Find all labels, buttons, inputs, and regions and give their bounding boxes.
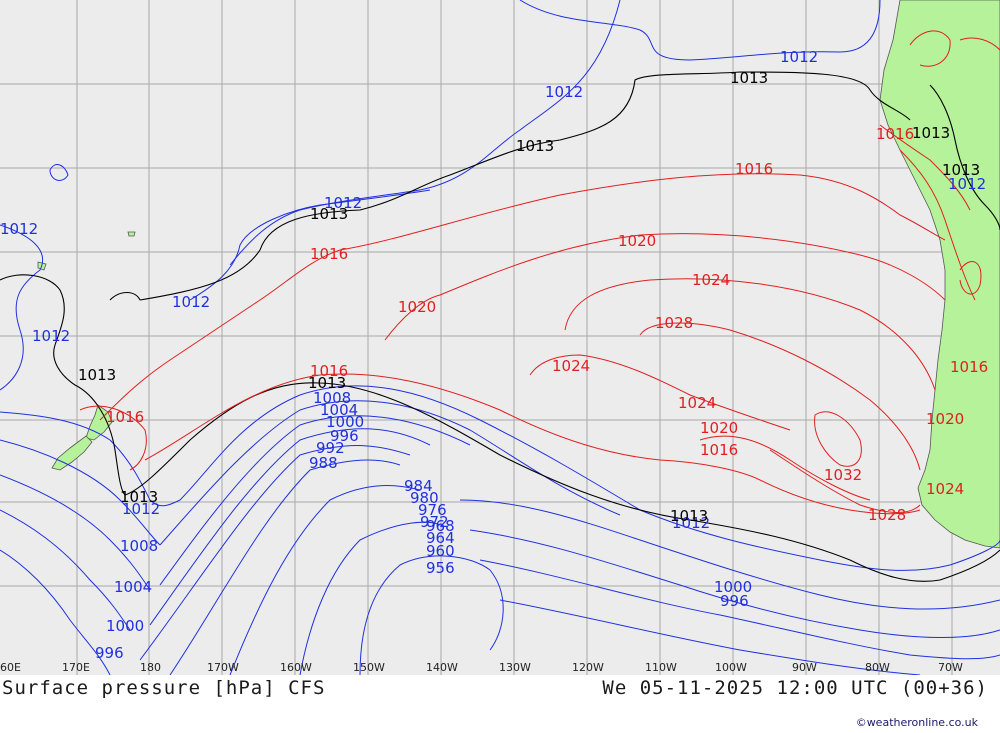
isobar-label: 1024 <box>678 394 716 412</box>
ocean-background <box>0 0 1000 675</box>
isobar-label: 992 <box>316 439 345 457</box>
isobar-label: 976 <box>418 501 447 519</box>
lon-label: 170W <box>207 661 239 674</box>
lon-label: 70W <box>938 661 963 674</box>
isobar-label: 1020 <box>926 410 964 428</box>
isobar-labels-red: 1016 1016 1016 1016 1020 1020 1024 1028 … <box>106 125 988 524</box>
forecast-datetime: We 05-11-2025 12:00 UTC (00+36) <box>602 677 988 699</box>
lon-label: 170E <box>62 661 90 674</box>
new-zealand-north-island <box>85 404 113 441</box>
isobar-label: 1016 <box>876 125 914 143</box>
isobar-label: 968 <box>426 517 455 535</box>
isobar-label: 1016 <box>310 362 348 380</box>
longitude-labels: 60E 170E 180 170W 160W 150W 140W 130W 12… <box>0 661 963 674</box>
isobar-label: 1016 <box>950 358 988 376</box>
isobar-label: 1013 <box>120 488 158 506</box>
isobar-label: 1013 <box>78 366 116 384</box>
lat-lon-grid <box>0 0 1000 675</box>
isobar-label: 996 <box>95 644 124 662</box>
isobar-label: 956 <box>426 559 455 577</box>
lon-label: 120W <box>572 661 604 674</box>
isobar-label: 1028 <box>655 314 693 332</box>
isobar-label: 1016 <box>700 441 738 459</box>
isobar-label: 1008 <box>313 389 351 407</box>
isobar-label: 1013 <box>516 137 554 155</box>
isobar-label: 1024 <box>552 357 590 375</box>
isobar-label: 1004 <box>114 578 152 596</box>
isobar-label: 1012 <box>672 514 710 532</box>
isobar-label: 980 <box>410 489 439 507</box>
lon-label: 100W <box>715 661 747 674</box>
isobar-label: 1013 <box>730 69 768 87</box>
isobar-label: 1013 <box>308 374 346 392</box>
isobar-label: 960 <box>426 542 455 560</box>
lon-label: 90W <box>792 661 817 674</box>
south-america <box>879 0 1000 549</box>
isobar-labels-blue: 1012 1012 1012 1012 1012 1012 1012 1012 … <box>0 48 986 662</box>
isobar-label: 996 <box>720 592 749 610</box>
isobar-label: 1028 <box>868 506 906 524</box>
isobar-label: 1024 <box>926 480 964 498</box>
isobar-label: 1016 <box>735 160 773 178</box>
isobar-label: 1016 <box>106 408 144 426</box>
isobar-label: 1012 <box>324 194 362 212</box>
isobar-label: 1012 <box>0 220 38 238</box>
isobar-label: 1020 <box>398 298 436 316</box>
lon-label: 150W <box>353 661 385 674</box>
isobar-label: 1000 <box>714 578 752 596</box>
isobar-label: 1024 <box>692 271 730 289</box>
isobar-label: 1000 <box>326 413 364 431</box>
lon-label: 130W <box>499 661 531 674</box>
lon-label: 60E <box>0 661 21 674</box>
surface-pressure-map: 1012 1012 1012 1012 1012 1012 1012 1012 … <box>0 0 1000 675</box>
isobar-label: 984 <box>404 477 433 495</box>
isobar-label: 1016 <box>310 245 348 263</box>
chart-title: Surface pressure [hPa] CFS <box>2 677 326 699</box>
isobar-label: 972 <box>420 513 449 531</box>
isobar-label: 1012 <box>32 327 70 345</box>
credit-link[interactable]: ©weatheronline.co.uk <box>855 716 978 729</box>
isobar-label: 1012 <box>948 175 986 193</box>
isobar-label: 1012 <box>172 293 210 311</box>
isobar-label: 1012 <box>780 48 818 66</box>
isobars-blue <box>0 0 1000 675</box>
lon-label: 180 <box>140 661 161 674</box>
isobar-label: 1013 <box>912 124 950 142</box>
isobar-label: 996 <box>330 427 359 445</box>
isobar-label: 988 <box>309 454 338 472</box>
isobar-label: 1000 <box>106 617 144 635</box>
isobar-labels-black: 1013 1013 1013 1013 1013 1013 1013 1013 … <box>78 69 980 525</box>
isobar-label: 1012 <box>122 500 160 518</box>
isobar-label: 1013 <box>310 205 348 223</box>
lon-label: 140W <box>426 661 458 674</box>
isobar-label: 1008 <box>120 537 158 555</box>
lon-label: 110W <box>645 661 677 674</box>
isobar-label: 1020 <box>700 419 738 437</box>
isobar-label: 1004 <box>320 401 358 419</box>
isobars-red <box>79 30 1000 515</box>
isobar-label: 964 <box>426 529 455 547</box>
lon-label: 80W <box>865 661 890 674</box>
lon-label: 160W <box>280 661 312 674</box>
isobar-label: 1032 <box>824 466 862 484</box>
isobar-label: 1013 <box>670 507 708 525</box>
isobars-black <box>0 71 1000 582</box>
isobar-label: 1013 <box>942 161 980 179</box>
chatham-island <box>127 231 136 237</box>
isobar-label: 1020 <box>618 232 656 250</box>
isobar-label: 1012 <box>545 83 583 101</box>
